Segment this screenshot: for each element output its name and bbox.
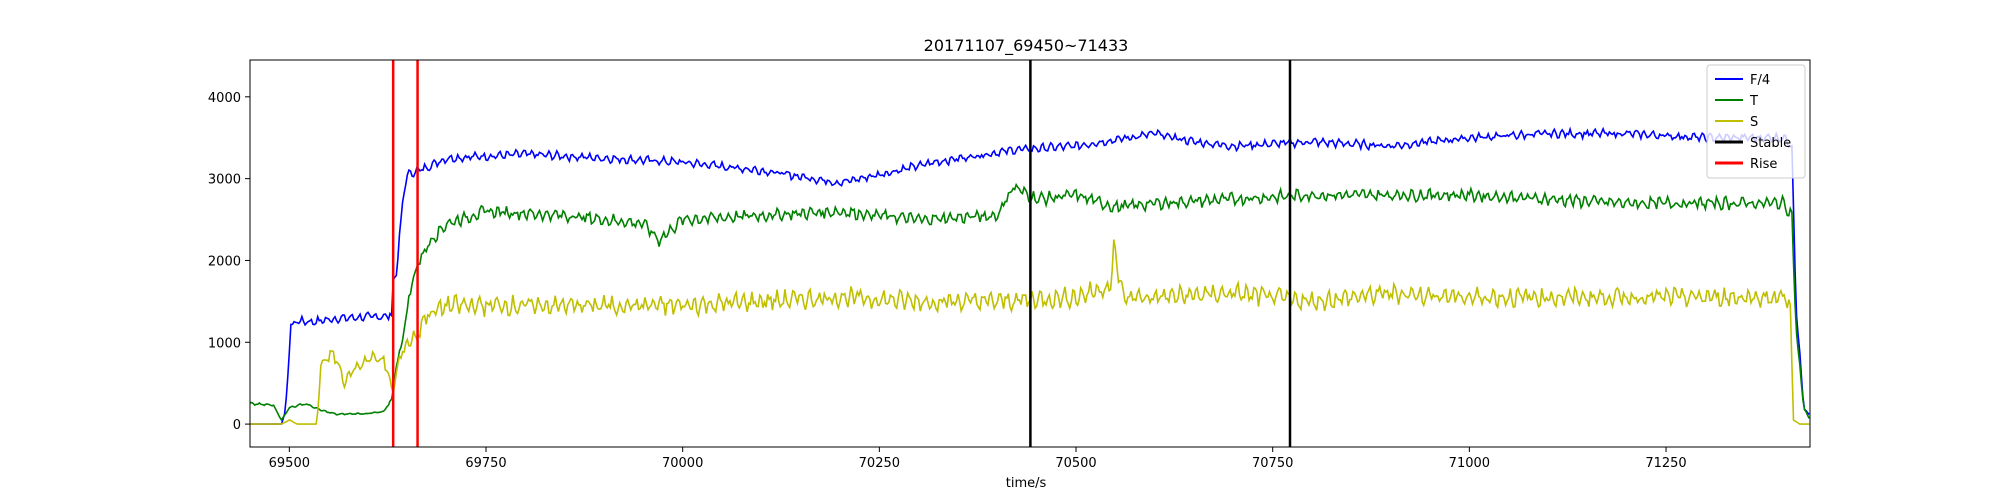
x-axis: 69500 69750 70000 70250 70500 70750 71000 71250 [269, 447, 1687, 471]
x-tick-label: 69750 [465, 456, 506, 471]
y-tick-label: 0 [233, 418, 241, 433]
chart-title: 20171107_69450~71433 [924, 36, 1129, 56]
y-tick-label: 4000 [208, 91, 241, 106]
y-tick-label: 1000 [208, 336, 241, 351]
plot-area [249, 59, 1811, 448]
marker-lines [391, 60, 1292, 447]
x-tick-label: 70750 [1252, 456, 1293, 471]
legend-label: Stable [1750, 136, 1791, 151]
x-tick-label: 70500 [1055, 456, 1096, 471]
x-tick-label: 71250 [1645, 456, 1686, 471]
legend-label: S [1750, 115, 1758, 130]
legend: F/4 TS Stable Rise [1706, 64, 1806, 179]
y-tick-label: 3000 [208, 173, 241, 188]
x-tick-label: 71000 [1449, 456, 1490, 471]
x-tick-label: 70000 [662, 456, 703, 471]
y-tick-label: 2000 [208, 254, 241, 269]
legend-label: F/4 [1750, 73, 1770, 88]
y-axis: 0 1000 2000 3000 4000 [208, 91, 250, 433]
x-tick-label: 70250 [859, 456, 900, 471]
x-axis-label: time/s [1006, 476, 1047, 491]
legend-box [1706, 64, 1806, 179]
legend-label: T [1749, 94, 1758, 109]
legend-label: Rise [1750, 157, 1777, 172]
x-tick-label: 69500 [269, 456, 310, 471]
